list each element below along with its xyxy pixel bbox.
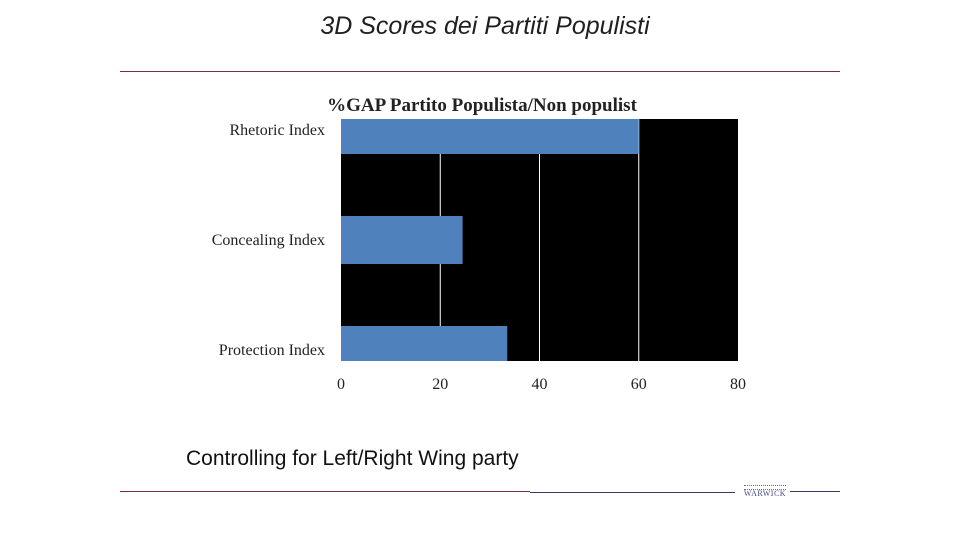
bottom-divider-right <box>530 492 735 493</box>
logo-text: WARWICK <box>743 489 787 498</box>
x-tick-label: 80 <box>730 376 746 393</box>
category-label: Concealing Index <box>212 232 325 249</box>
x-tick-label: 40 <box>532 376 548 393</box>
bar <box>341 119 639 154</box>
bar <box>341 216 463 264</box>
slide-subtitle: Controlling for Left/Right Wing party <box>186 447 519 470</box>
slide-title: 3D Scores dei Partiti Populisti <box>320 12 650 40</box>
x-tick-label: 20 <box>432 376 448 393</box>
bottom-divider-end <box>790 491 840 492</box>
bar <box>341 326 508 361</box>
chart-title: %GAP Partito Populista/Non populist <box>327 95 638 116</box>
category-labels: Rhetoric Index Concealing Index Protection… <box>212 122 325 359</box>
x-tick-labels: 0 20 40 60 80 <box>337 376 746 393</box>
x-tick-label: 0 <box>337 376 345 393</box>
x-tick-label: 60 <box>631 376 647 393</box>
university-logo-icon: WARWICK <box>740 483 790 501</box>
bars <box>341 119 639 361</box>
top-divider <box>120 71 840 72</box>
bottom-divider-left <box>120 491 530 492</box>
category-label: Rhetoric Index <box>229 122 325 139</box>
category-label: Protection Index <box>219 342 325 359</box>
